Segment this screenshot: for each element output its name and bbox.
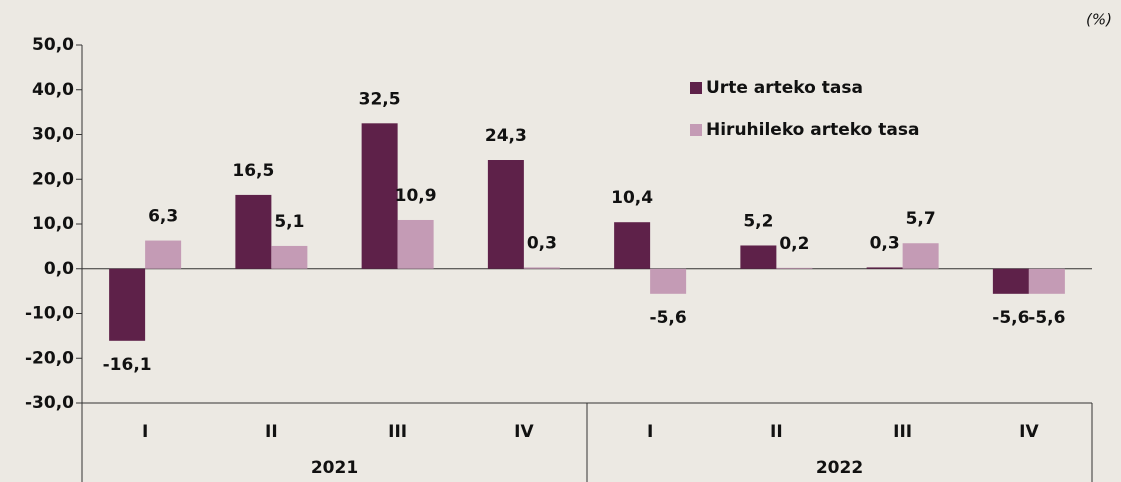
bar <box>740 245 777 269</box>
value-label: -5,6 <box>992 308 1029 328</box>
bar <box>397 219 434 269</box>
x-tick-label: IV <box>514 422 534 442</box>
value-label: 5,1 <box>274 212 304 232</box>
bar <box>650 268 687 294</box>
x-tick-label: IV <box>1019 422 1039 442</box>
value-label: 10,9 <box>395 186 437 206</box>
value-label: 5,7 <box>906 209 936 229</box>
x-tick-label: I <box>142 422 148 442</box>
bar <box>487 160 524 269</box>
bar <box>361 123 398 269</box>
bar <box>902 243 939 269</box>
bar <box>235 194 272 269</box>
y-tick-label: -20,0 <box>25 348 74 368</box>
x-tick-label: I <box>647 422 653 442</box>
bar <box>776 267 813 269</box>
bar <box>523 267 560 269</box>
value-label: 16,5 <box>232 161 274 181</box>
legend-label: Urte arteko tasa <box>706 78 863 98</box>
legend-label: Hiruhileko arteko tasa <box>706 120 919 140</box>
value-label: -16,1 <box>103 355 152 375</box>
bar <box>614 222 651 269</box>
unit-label: (%) <box>1086 11 1112 29</box>
bar <box>866 267 903 269</box>
value-label: 0,3 <box>527 233 557 253</box>
value-label: 6,3 <box>148 207 178 227</box>
value-label: 10,4 <box>611 188 653 208</box>
y-tick-label: -30,0 <box>25 393 74 413</box>
bar <box>1028 268 1065 294</box>
bar <box>109 268 146 341</box>
y-tick-label: 0,0 <box>44 259 74 279</box>
y-tick-label: -10,0 <box>25 304 74 324</box>
y-tick-label: 50,0 <box>32 35 74 55</box>
y-tick-label: 10,0 <box>32 214 74 234</box>
y-tick-label: 30,0 <box>32 125 74 145</box>
value-label: -5,6 <box>650 308 687 328</box>
value-label: 32,5 <box>359 89 401 109</box>
x-tick-label: III <box>893 422 912 442</box>
y-tick-label: 20,0 <box>32 169 74 189</box>
bar <box>145 240 182 269</box>
value-label: 0,3 <box>870 233 900 253</box>
x-group-label: 2022 <box>816 458 863 478</box>
x-group-label: 2021 <box>311 458 358 478</box>
value-label: 5,2 <box>743 211 773 231</box>
y-tick-label: 40,0 <box>32 80 74 100</box>
value-label: 0,2 <box>779 234 809 254</box>
x-tick-label: III <box>388 422 407 442</box>
x-tick-label: II <box>770 422 783 442</box>
x-tick-label: II <box>265 422 278 442</box>
legend-swatch <box>690 82 702 94</box>
value-label: 24,3 <box>485 126 527 146</box>
value-label: -5,6 <box>1028 308 1065 328</box>
bar <box>992 268 1029 294</box>
bar <box>271 245 308 269</box>
legend-swatch <box>690 124 702 136</box>
